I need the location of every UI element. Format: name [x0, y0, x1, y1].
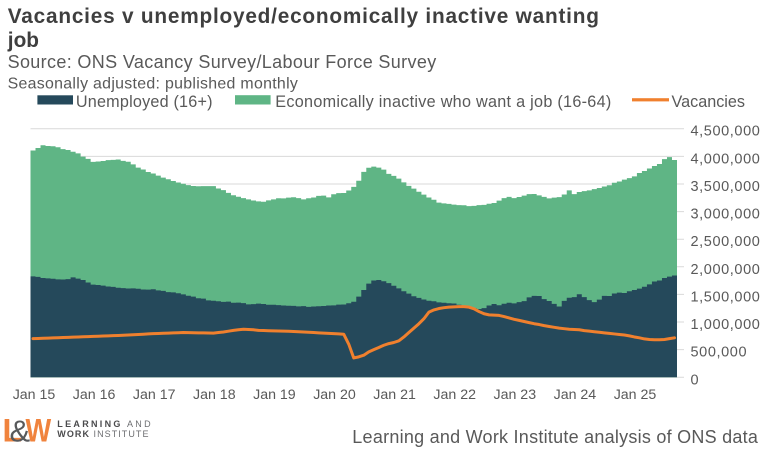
- svg-text:job: job: [7, 29, 39, 52]
- svg-text:Learning and Work Institute an: Learning and Work Institute analysis of …: [352, 427, 759, 447]
- svg-text:Jan 18: Jan 18: [193, 387, 236, 403]
- svg-text:Jan 16: Jan 16: [73, 387, 116, 403]
- svg-text:3,000,000: 3,000,000: [691, 207, 761, 223]
- svg-text:Jan 20: Jan 20: [313, 387, 356, 403]
- svg-text:2,500,000: 2,500,000: [691, 234, 761, 250]
- svg-text:Vacancies v unemployed/economi: Vacancies v unemployed/economically inac…: [8, 5, 600, 28]
- svg-text:1,500,000: 1,500,000: [691, 289, 761, 305]
- svg-text:4,000,000: 4,000,000: [691, 151, 761, 167]
- svg-text:3,500,000: 3,500,000: [691, 179, 761, 195]
- svg-text:L: L: [3, 412, 23, 448]
- svg-text:1,000,000: 1,000,000: [691, 317, 761, 333]
- svg-text:LEARNING AND: LEARNING AND: [57, 419, 153, 429]
- svg-text:4,500,000: 4,500,000: [691, 124, 761, 140]
- svg-text:&: &: [10, 413, 31, 448]
- svg-text:Vacancies: Vacancies: [672, 93, 745, 111]
- svg-text:Economically inactive who want: Economically inactive who want a job (16…: [275, 93, 611, 111]
- svg-text:WORK INSTITUTE: WORK INSTITUTE: [57, 429, 149, 439]
- svg-text:Jan 24: Jan 24: [554, 387, 597, 403]
- svg-text:Jan 17: Jan 17: [133, 387, 176, 403]
- svg-text:Jan 19: Jan 19: [253, 387, 296, 403]
- svg-text:Unemployed (16+): Unemployed (16+): [76, 93, 213, 111]
- svg-text:W: W: [26, 413, 52, 449]
- svg-text:Jan 25: Jan 25: [614, 387, 657, 403]
- svg-text:Source: ONS Vacancy Survey/Lab: Source: ONS Vacancy Survey/Labour Force …: [8, 52, 437, 72]
- svg-text:500,000: 500,000: [691, 345, 748, 361]
- svg-text:Jan 15: Jan 15: [13, 387, 56, 403]
- svg-text:Jan 22: Jan 22: [433, 387, 476, 403]
- svg-text:0: 0: [691, 372, 700, 388]
- svg-text:Jan 23: Jan 23: [493, 387, 536, 403]
- svg-text:Jan 21: Jan 21: [373, 387, 416, 403]
- svg-text:Seasonally adjusted: published: Seasonally adjusted: published monthly: [8, 76, 299, 93]
- svg-text:2,000,000: 2,000,000: [691, 262, 761, 278]
